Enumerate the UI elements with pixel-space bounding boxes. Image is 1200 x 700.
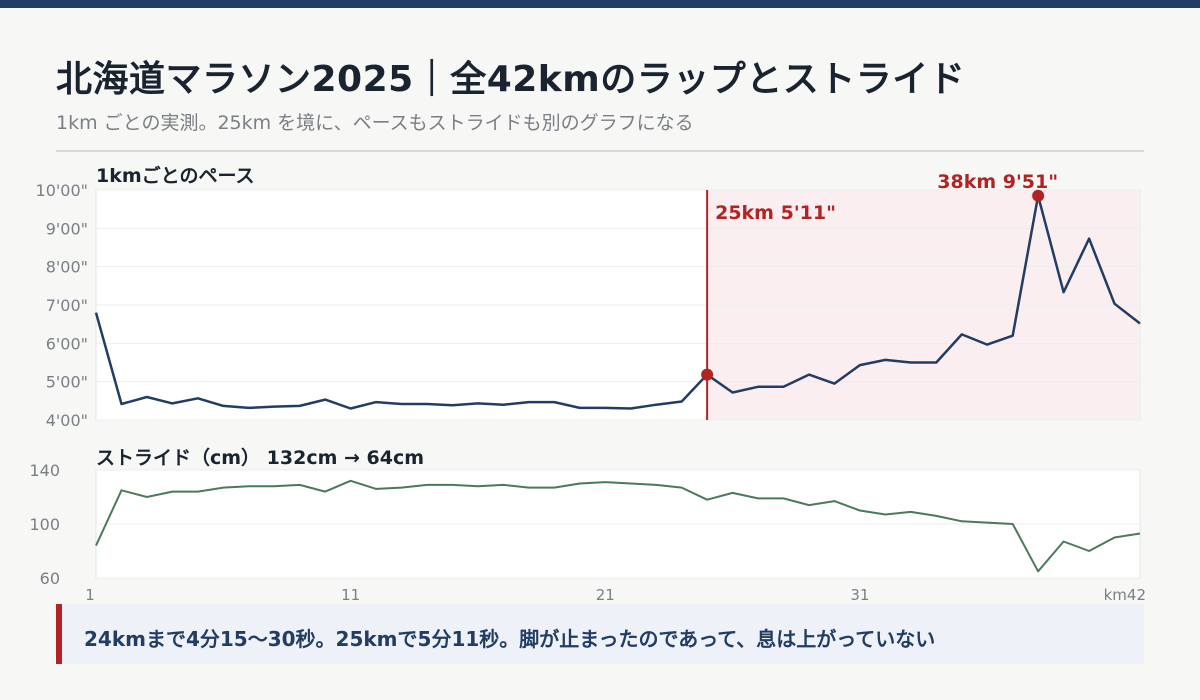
pace-annotation-label: 25km 5'11" bbox=[715, 202, 836, 224]
pace-y-tick-label: 9'00" bbox=[46, 219, 88, 238]
x-tick-label: 31 bbox=[850, 586, 869, 604]
pace-y-tick-label: 5'00" bbox=[46, 373, 88, 392]
stride-y-tick-label: 100 bbox=[29, 515, 60, 534]
x-tick-label: 21 bbox=[596, 586, 615, 604]
top-accent-bar bbox=[0, 0, 1200, 8]
page-subtitle: 1km ごとの実測。25km を境に、ペースもストライドも別のグラフになる bbox=[56, 112, 694, 134]
page-title: 北海道マラソン2025｜全42kmのラップとストライド bbox=[56, 59, 966, 100]
x-tick-label: 1 bbox=[85, 586, 95, 604]
header-divider bbox=[56, 150, 1144, 152]
pace-annotation-point bbox=[701, 368, 714, 381]
summary-callout: 24kmまで4分15〜30秒。25kmで5分11秒。脚が止まったのであって、息は… bbox=[56, 604, 1144, 664]
pace-y-tick-labels: 4'00" 5'00" 6'00" 7'00" 8'00" 9'00" 10'00" bbox=[36, 181, 88, 430]
stride-y-tick-labels: 60 100 140 bbox=[29, 461, 60, 588]
pace-y-tick-label: 10'00" bbox=[36, 181, 88, 200]
stride-chart-title: ストライド（cm） 132cm → 64cm bbox=[96, 446, 424, 469]
x-axis-tick-labels: 1 11 21 31 km42 bbox=[85, 586, 1146, 604]
pace-annotations: 25km 5'11" 38km 9'51" bbox=[701, 171, 1058, 381]
pace-y-tick-label: 4'00" bbox=[46, 411, 88, 430]
pace-chart-title: 1kmごとのペース bbox=[96, 164, 255, 187]
pace-y-tick-label: 7'00" bbox=[46, 296, 88, 315]
x-tick-label: km42 bbox=[1104, 586, 1146, 604]
pace-annotation-label: 38km 9'51" bbox=[937, 171, 1058, 193]
stride-y-tick-label: 140 bbox=[29, 461, 60, 480]
pace-y-tick-label: 6'00" bbox=[46, 334, 88, 353]
pace-y-tick-label: 8'00" bbox=[46, 258, 88, 277]
stride-y-tick-label: 60 bbox=[40, 569, 60, 588]
summary-callout-text: 24kmまで4分15〜30秒。25kmで5分11秒。脚が止まったのであって、息は… bbox=[84, 627, 936, 651]
stride-gridlines bbox=[96, 469, 1140, 579]
pace-annotation-point bbox=[1032, 189, 1045, 202]
pace-series-line bbox=[94, 194, 1141, 410]
x-tick-label: 11 bbox=[341, 586, 360, 604]
pace-gridlines bbox=[96, 189, 1140, 421]
stride-series-line bbox=[95, 479, 1141, 573]
